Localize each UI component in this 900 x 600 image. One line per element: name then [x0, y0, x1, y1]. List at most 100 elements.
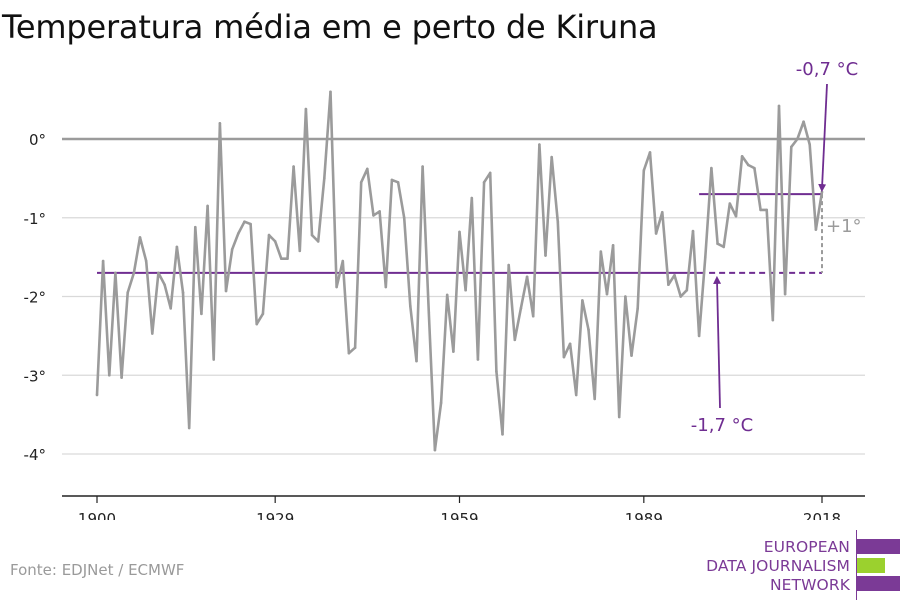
high-label: -0,7 °C	[796, 59, 858, 80]
data-point	[445, 293, 449, 297]
data-point	[212, 358, 216, 361]
data-point	[746, 163, 750, 167]
data-point	[759, 208, 762, 212]
data-point	[237, 232, 240, 235]
x-tick-label: 1900	[78, 510, 116, 520]
data-point	[599, 250, 603, 253]
line-chart: 0° -1° -2° -3° -4° 1900 1929 1959 1989 2018 -0,7 …	[24, 59, 865, 520]
data-point	[390, 178, 394, 182]
data-point	[415, 359, 418, 363]
data-point	[796, 137, 799, 141]
data-point	[789, 145, 793, 149]
data-point	[126, 291, 130, 294]
data-point	[249, 222, 252, 226]
data-point	[384, 285, 388, 289]
data-point	[476, 358, 480, 361]
data-point	[378, 210, 381, 213]
data-point	[267, 233, 271, 237]
data-point	[95, 393, 99, 397]
data-point	[525, 275, 529, 279]
data-point	[734, 214, 738, 218]
chart-title: Temperatura média em e perto de Kiruna	[2, 8, 658, 46]
data-point	[347, 351, 351, 355]
data-point	[396, 181, 400, 184]
data-point	[648, 151, 652, 154]
data-point	[783, 292, 787, 296]
y-tick-label: -2°	[24, 289, 46, 307]
data-point	[679, 295, 682, 298]
data-point	[359, 181, 363, 184]
data-point	[101, 259, 105, 263]
data-point	[298, 249, 302, 253]
data-point	[482, 181, 486, 184]
data-point	[402, 216, 406, 220]
data-point	[421, 165, 424, 168]
source-note: Fonte: EDJNet / ECMWF	[10, 561, 185, 579]
data-point	[458, 230, 461, 234]
data-point	[556, 220, 560, 223]
data-point	[194, 225, 197, 229]
data-point	[427, 310, 431, 314]
data-point	[224, 289, 228, 293]
data-point	[667, 283, 670, 286]
data-point	[273, 240, 277, 243]
logo-bar-middle	[857, 558, 885, 573]
data-point	[255, 322, 259, 326]
low-label: -1,7 °C	[691, 415, 753, 436]
data-point	[562, 355, 566, 359]
data-point	[335, 285, 338, 289]
data-point	[605, 292, 609, 296]
data-point	[341, 259, 345, 263]
data-point	[316, 240, 320, 243]
data-point	[144, 259, 148, 263]
data-point	[550, 155, 553, 159]
data-point	[464, 288, 467, 292]
data-point	[771, 318, 775, 322]
data-point	[685, 288, 689, 292]
data-point	[495, 370, 498, 373]
data-point	[740, 155, 744, 158]
data-point	[187, 426, 191, 430]
logo-line-3: NETWORK	[769, 576, 850, 594]
data-point	[654, 232, 658, 235]
difference-label: +1°	[826, 216, 862, 237]
edjnet-logo: EUROPEAN DATA JOURNALISM NETWORK	[700, 530, 900, 600]
data-point	[286, 257, 289, 261]
data-point	[304, 107, 308, 111]
data-point	[366, 167, 369, 171]
data-point	[531, 314, 535, 318]
data-point	[329, 90, 332, 94]
data-point	[206, 204, 209, 208]
temperature-series-line	[95, 90, 824, 452]
logo-rule	[856, 530, 857, 600]
data-point	[777, 104, 781, 108]
data-point	[452, 350, 455, 353]
data-point	[660, 210, 664, 214]
data-point	[292, 165, 295, 168]
data-point	[181, 291, 185, 294]
data-point	[353, 346, 357, 349]
x-tick-label: 1959	[440, 510, 478, 520]
data-point	[120, 376, 123, 379]
data-point	[716, 242, 719, 246]
logo-bar-top	[857, 539, 900, 554]
y-tick-label: -4°	[24, 446, 46, 464]
data-point	[488, 171, 492, 175]
data-point	[697, 334, 701, 338]
high-label-arrow	[818, 83, 828, 193]
data-point	[765, 208, 769, 212]
data-point	[642, 169, 646, 172]
data-point	[409, 304, 412, 308]
data-point	[611, 244, 615, 247]
data-point	[593, 397, 596, 401]
logo-line-2: DATA JOURNALISM	[706, 557, 850, 575]
data-point	[728, 202, 732, 205]
data-point	[243, 220, 246, 223]
data-point	[280, 257, 283, 261]
data-point	[323, 177, 326, 180]
data-point	[433, 448, 437, 452]
logo-line-1: EUROPEAN	[763, 538, 850, 556]
data-point	[587, 328, 590, 331]
x-tick-label: 1929	[256, 510, 294, 520]
data-point	[753, 166, 756, 170]
